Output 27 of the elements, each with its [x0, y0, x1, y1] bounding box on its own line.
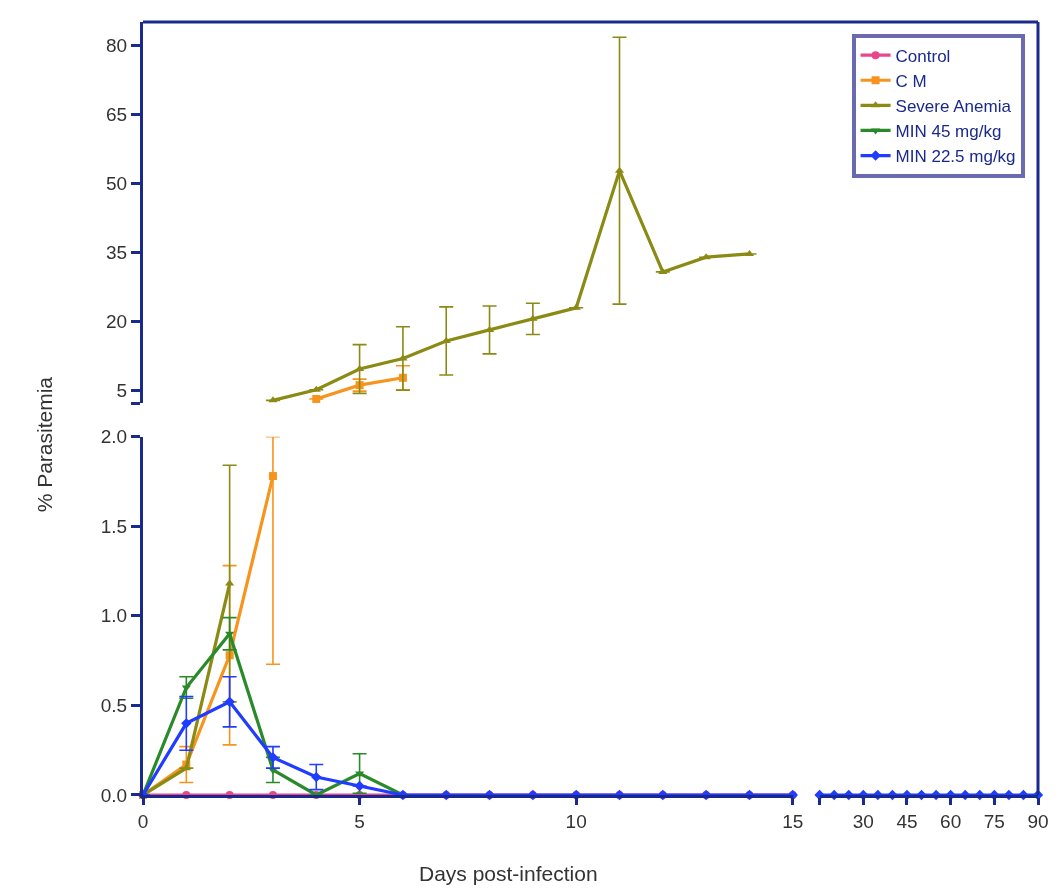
x-tick-label: 10 [565, 810, 587, 832]
x-tick-label: 5 [354, 810, 365, 832]
y-tick-label: 1.0 [100, 605, 128, 627]
x-tick-label: 30 [852, 810, 874, 832]
x-tick-label: 75 [983, 810, 1005, 832]
x-tick-label: 0 [137, 810, 149, 832]
y-tick-label: 50 [106, 172, 128, 194]
x-tick-label: 15 [782, 810, 804, 832]
legend-label: C M [895, 71, 927, 91]
x-tick-label: 90 [1027, 810, 1049, 832]
legend-label: MIN 22.5 mg/kg [895, 147, 1016, 167]
legend-label: Control [895, 46, 951, 66]
x-axis-title: Days post-infection [419, 862, 598, 885]
y-tick-label: 20 [106, 310, 128, 332]
y-tick-label: 5 [116, 379, 128, 401]
y-tick-label: 35 [106, 241, 128, 263]
y-tick-label: 80 [106, 34, 128, 56]
y-axis-title: % Parasitemia [32, 376, 56, 513]
y-tick-label: 0.0 [100, 784, 128, 806]
x-tick-label: 60 [940, 810, 962, 832]
y-tick-label: 65 [106, 103, 128, 125]
legend-label: Severe Anemia [895, 96, 1012, 116]
y-tick-label: 0.5 [100, 695, 128, 717]
x-tick-label: 45 [896, 810, 918, 832]
y-tick-label: 1.5 [100, 515, 128, 537]
legend-label: MIN 45 mg/kg [895, 122, 1002, 142]
y-tick-label: 2.0 [100, 426, 128, 448]
